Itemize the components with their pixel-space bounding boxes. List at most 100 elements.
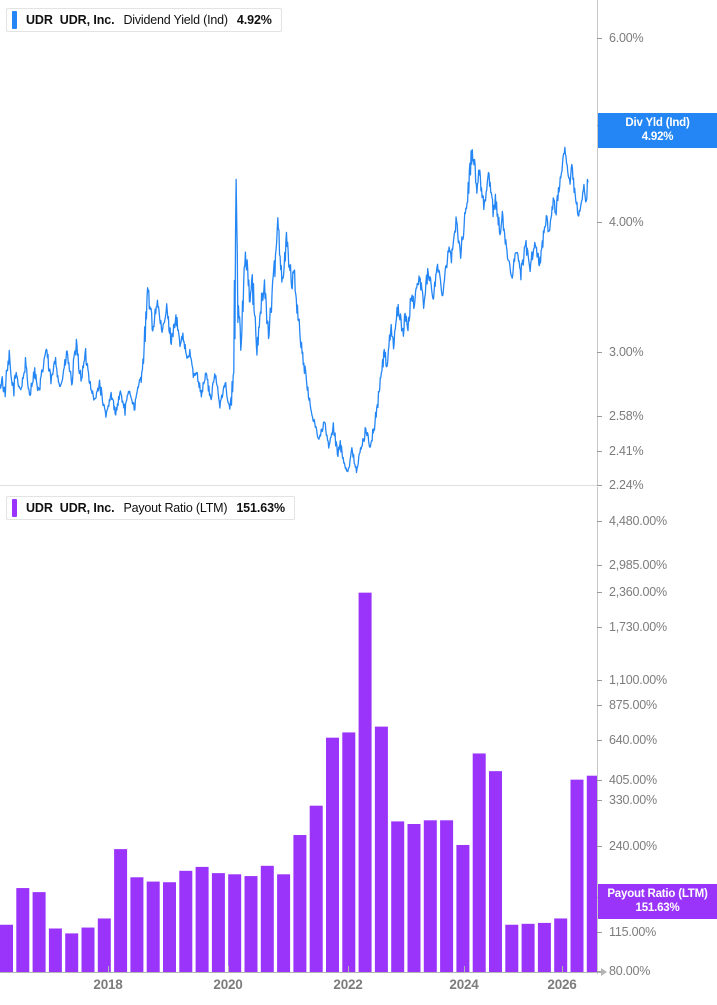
panel-divider: [0, 485, 597, 486]
payout-ratio-bar[interactable]: [211, 873, 225, 972]
x-axis-tick-label: 2022: [333, 977, 363, 992]
axis-tick-label: 875.00%: [609, 698, 657, 712]
payout-ratio-bar[interactable]: [391, 821, 405, 972]
payout-ratio-bar[interactable]: [277, 874, 291, 972]
axis-tick-label: 2,985.00%: [609, 558, 667, 572]
x-axis-arrow: [601, 968, 607, 976]
payout-ratio-bar[interactable]: [114, 849, 128, 972]
payout-ratio-bar[interactable]: [163, 882, 176, 972]
legend-metric-payout: Payout Ratio (LTM): [123, 501, 228, 515]
payout-ratio-bar[interactable]: [293, 835, 307, 972]
payout-ratio-bar[interactable]: [586, 775, 597, 972]
axis-tick-label: 640.00%: [609, 733, 657, 747]
axis-tick-mark: [597, 931, 602, 933]
payout-ratio-bar[interactable]: [358, 592, 372, 972]
axis-tick-mark: [597, 626, 602, 628]
payout-ratio-bar[interactable]: [32, 892, 46, 972]
yield-badge-value: 4.92%: [641, 131, 674, 143]
payout-ratio-bar[interactable]: [195, 866, 209, 972]
payout-ratio-bar[interactable]: [97, 918, 111, 972]
axis-tick-label: 6.00%: [609, 31, 644, 45]
dividend-yield-line-plot: [0, 146, 589, 474]
axis-tick-mark: [597, 739, 602, 741]
payout-ratio-bar[interactable]: [407, 823, 421, 972]
payout-ratio-bar[interactable]: [456, 844, 470, 972]
legend-payout-ratio[interactable]: UDR UDR, Inc. Payout Ratio (LTM) 151.63%: [6, 496, 295, 520]
payout-axis-line: [597, 487, 598, 974]
x-axis-line: [0, 972, 604, 973]
axis-tick-mark: [597, 704, 602, 706]
legend-metric-yield: Dividend Yield (Ind): [123, 13, 228, 27]
axis-tick-mark: [597, 450, 602, 452]
axis-tick-label: 3.00%: [609, 345, 644, 359]
payout-ratio-bar[interactable]: [570, 779, 584, 972]
payout-ratio-bar[interactable]: [130, 877, 144, 972]
legend-dividend-yield[interactable]: UDR UDR, Inc. Dividend Yield (Ind) 4.92%: [6, 8, 282, 32]
payout-ratio-bar[interactable]: [554, 918, 568, 972]
dividend-yield-chart-panel: [0, 0, 597, 485]
axis-tick-label: 405.00%: [609, 773, 657, 787]
payout-ratio-bar[interactable]: [65, 933, 79, 972]
payout-ratio-bar[interactable]: [472, 753, 486, 972]
axis-tick-label: 2,360.00%: [609, 585, 667, 599]
payout-ratio-bar[interactable]: [537, 922, 551, 972]
axis-tick-label: 1,730.00%: [609, 620, 667, 634]
legend-company-yield: UDR, Inc.: [59, 13, 115, 27]
axis-tick-mark: [597, 799, 602, 801]
axis-tick-mark: [597, 591, 602, 593]
x-axis-tick-mark: [464, 966, 465, 972]
axis-tick-label: 240.00%: [609, 839, 657, 853]
payout-ratio-bar[interactable]: [309, 805, 323, 972]
axis-tick-label: 4,480.00%: [609, 514, 667, 528]
payout-ratio-bar[interactable]: [342, 732, 356, 972]
axis-tick-mark: [597, 351, 602, 353]
legend-color-swatch-yield: [12, 11, 17, 29]
axis-tick-label: 2.58%: [609, 409, 644, 423]
legend-ticker-yield: UDR: [26, 13, 53, 27]
payout-ratio-bar[interactable]: [146, 881, 160, 972]
payout-ratio-bar[interactable]: [423, 820, 437, 972]
axis-tick-mark: [597, 37, 602, 39]
payout-ratio-bar[interactable]: [228, 874, 242, 972]
axis-tick-label: 4.00%: [609, 215, 644, 229]
x-axis-tick-mark: [108, 966, 109, 972]
axis-tick-mark: [597, 970, 602, 972]
yield-badge-label: Div Yld (Ind): [625, 117, 690, 129]
axis-tick-label: 2.41%: [609, 444, 644, 458]
axis-tick-mark: [597, 415, 602, 417]
payout-badge-label: Payout Ratio (LTM): [607, 888, 708, 900]
payout-ratio-bar[interactable]: [81, 927, 95, 972]
dividend-yield-line: [0, 146, 589, 474]
legend-color-swatch-payout: [12, 499, 17, 517]
payout-badge-value: 151.63%: [635, 902, 680, 914]
axis-tick-mark: [597, 779, 602, 781]
payout-ratio-bar[interactable]: [489, 771, 502, 972]
x-axis-tick-label: 2026: [547, 977, 577, 992]
x-axis-tick-label: 2020: [213, 977, 243, 992]
axis-tick-mark: [597, 564, 602, 566]
x-axis-tick-mark: [348, 966, 349, 972]
payout-ratio-bar[interactable]: [521, 923, 535, 972]
x-axis-tick-mark: [562, 966, 563, 972]
axis-tick-label: 2.24%: [609, 478, 644, 492]
payout-ratio-bar[interactable]: [260, 865, 274, 972]
x-axis-tick-label: 2018: [93, 977, 123, 992]
payout-ratio-bar[interactable]: [16, 888, 30, 972]
legend-value-yield: 4.92%: [236, 13, 272, 27]
axis-tick-label: 115.00%: [609, 925, 657, 939]
payout-ratio-bar[interactable]: [326, 737, 339, 972]
x-axis-tick-label: 2024: [449, 977, 479, 992]
axis-tick-label: 330.00%: [609, 793, 657, 807]
yield-axis-line: [597, 0, 598, 486]
axis-tick-mark: [597, 221, 602, 223]
payout-ratio-bar[interactable]: [179, 870, 193, 972]
payout-ratio-bar[interactable]: [48, 928, 62, 973]
payout-ratio-bar[interactable]: [505, 924, 519, 972]
payout-ratio-bar[interactable]: [374, 726, 388, 972]
payout-ratio-bar[interactable]: [244, 876, 258, 972]
axis-tick-label: 1,100.00%: [609, 673, 667, 687]
axis-tick-mark: [597, 484, 602, 486]
payout-ratio-bar[interactable]: [0, 924, 13, 972]
payout-ratio-bar-plot: [0, 592, 597, 973]
payout-ratio-bar[interactable]: [440, 820, 454, 972]
